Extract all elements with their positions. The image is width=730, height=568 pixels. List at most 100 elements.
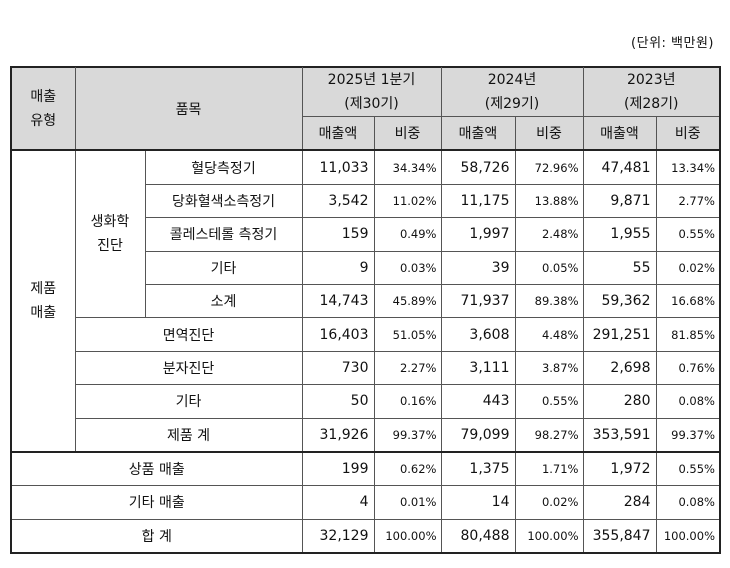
- header-sales: 매출액: [582, 116, 657, 151]
- row-label: 면역진단: [74, 317, 303, 352]
- row-label: 혈당측정기: [144, 149, 303, 185]
- cell-sales: 55: [582, 250, 657, 285]
- unit-label: (단위: 백만원): [631, 36, 714, 51]
- header-row-3: 매출액 비중 매출액 비중 매출액 비중: [11, 116, 721, 151]
- cell-sales: 730: [301, 350, 375, 386]
- cell-sales: 1,375: [440, 450, 516, 487]
- row-label: 기타: [144, 250, 303, 285]
- table-row: 제품 계 31,926 99.37% 79,099 98.27% 353,591…: [11, 417, 721, 453]
- cell-sales: 31,926: [301, 417, 375, 453]
- cell-sales: 39: [440, 250, 516, 285]
- table-row: 기타 50 0.16% 443 0.55% 280 0.08%: [11, 384, 721, 419]
- cell-share: 34.34%: [373, 149, 442, 185]
- cell-sales: 79,099: [440, 417, 516, 453]
- cell-sales: 47,481: [582, 149, 657, 185]
- table-row: 분자진단 730 2.27% 3,111 3.87% 2,698 0.76%: [11, 350, 721, 386]
- cell-share: 0.08%: [655, 384, 721, 419]
- cell-sales: 71,937: [440, 283, 516, 319]
- cell-sales: 1,955: [582, 217, 657, 252]
- sales-by-product-table: 매출 유형 품목 2025년 1분기 (제30기) 2024년 (제29기) 2…: [10, 66, 721, 555]
- cell-sales: 11,033: [301, 149, 375, 185]
- row-label: 기타 매출: [10, 485, 303, 520]
- cell-sales: 1,972: [582, 450, 657, 487]
- cell-share: 0.03%: [373, 250, 442, 285]
- cell-sales: 291,251: [582, 317, 657, 352]
- cell-share: 0.62%: [373, 450, 442, 487]
- cell-sales: 3,608: [440, 317, 516, 352]
- cell-sales: 16,403: [301, 317, 375, 352]
- cell-sales: 3,542: [301, 183, 375, 219]
- cell-sales: 3,111: [440, 350, 516, 386]
- cell-sales: 443: [440, 384, 516, 419]
- group-biochem-diagnostics: 생화학 진단: [74, 149, 146, 319]
- header-period-2024: 2024년 (제29기): [440, 66, 584, 117]
- cell-sales: 32,129: [301, 518, 375, 554]
- cell-share: 89.38%: [514, 283, 584, 319]
- cell-sales: 199: [301, 450, 375, 487]
- header-sales-type: 매출 유형: [10, 66, 76, 151]
- row-label: 상품 매출: [10, 450, 303, 487]
- table-row: 상품 매출 199 0.62% 1,375 1.71% 1,972 0.55%: [10, 450, 721, 487]
- header-share: 비중: [373, 116, 442, 151]
- cell-share: 1.71%: [514, 450, 584, 487]
- cell-share: 13.88%: [514, 183, 584, 219]
- cell-share: 0.55%: [514, 384, 584, 419]
- cell-share: 100.00%: [655, 518, 721, 554]
- cell-share: 11.02%: [373, 183, 442, 219]
- header-sales: 매출액: [440, 116, 516, 151]
- row-label: 콜레스테롤 측정기: [144, 217, 303, 252]
- cell-sales: 353,591: [582, 417, 657, 453]
- cell-share: 0.55%: [655, 450, 721, 487]
- cell-share: 99.37%: [373, 417, 442, 453]
- row-label: 기타: [74, 384, 303, 419]
- cell-share: 0.49%: [373, 217, 442, 252]
- cell-share: 72.96%: [514, 149, 584, 185]
- cell-share: 13.34%: [655, 149, 721, 185]
- cell-share: 2.27%: [373, 350, 442, 386]
- cell-share: 0.76%: [655, 350, 721, 386]
- cell-sales: 14,743: [301, 283, 375, 319]
- table-row: 기타 매출 4 0.01% 14 0.02% 284 0.08%: [10, 485, 721, 520]
- table-row: 소계 14,743 45.89% 71,937 89.38% 59,362 16…: [11, 283, 721, 319]
- cell-share: 2.48%: [514, 217, 584, 252]
- cell-share: 0.01%: [373, 485, 442, 520]
- cell-sales: 355,847: [582, 518, 657, 554]
- header-sales: 매출액: [301, 116, 375, 151]
- cell-sales: 14: [440, 485, 516, 520]
- table-row: 당화혈색소측정기 3,542 11.02% 11,175 13.88% 9,87…: [11, 183, 721, 219]
- cell-sales: 4: [301, 485, 375, 520]
- cell-sales: 9,871: [582, 183, 657, 219]
- header-period-2025q1: 2025년 1분기 (제30기): [301, 66, 442, 117]
- cell-share: 0.08%: [655, 485, 721, 520]
- group-product-sales: 제품 매출: [10, 149, 76, 453]
- header-share: 비중: [514, 116, 584, 151]
- cell-share: 45.89%: [373, 283, 442, 319]
- cell-sales: 159: [301, 217, 375, 252]
- header-item: 품목: [74, 66, 303, 151]
- table-row: 제품 매출 생화학 진단 혈당측정기 11,033 34.34% 58,726 …: [10, 149, 721, 453]
- cell-share: 4.48%: [514, 317, 584, 352]
- cell-sales: 284: [582, 485, 657, 520]
- header-share: 비중: [655, 116, 721, 151]
- cell-share: 99.37%: [655, 417, 721, 453]
- header-period-2023: 2023년 (제28기): [582, 66, 721, 117]
- cell-share: 98.27%: [514, 417, 584, 453]
- cell-sales: 59,362: [582, 283, 657, 319]
- row-label: 합 계: [10, 518, 303, 554]
- table-row: 면역진단 16,403 51.05% 3,608 4.48% 291,251 8…: [11, 317, 721, 352]
- cell-share: 16.68%: [655, 283, 721, 319]
- cell-sales: 58,726: [440, 149, 516, 185]
- cell-sales: 280: [582, 384, 657, 419]
- row-label: 소계: [144, 283, 303, 319]
- cell-sales: 11,175: [440, 183, 516, 219]
- cell-share: 100.00%: [373, 518, 442, 554]
- cell-sales: 1,997: [440, 217, 516, 252]
- cell-sales: 80,488: [440, 518, 516, 554]
- table-row-total: 합 계 32,129 100.00% 80,488 100.00% 355,84…: [10, 518, 721, 554]
- cell-share: 51.05%: [373, 317, 442, 352]
- cell-sales: 50: [301, 384, 375, 419]
- cell-share: 0.02%: [514, 485, 584, 520]
- cell-share: 0.02%: [655, 250, 721, 285]
- row-label: 당화혈색소측정기: [144, 183, 303, 219]
- cell-share: 0.55%: [655, 217, 721, 252]
